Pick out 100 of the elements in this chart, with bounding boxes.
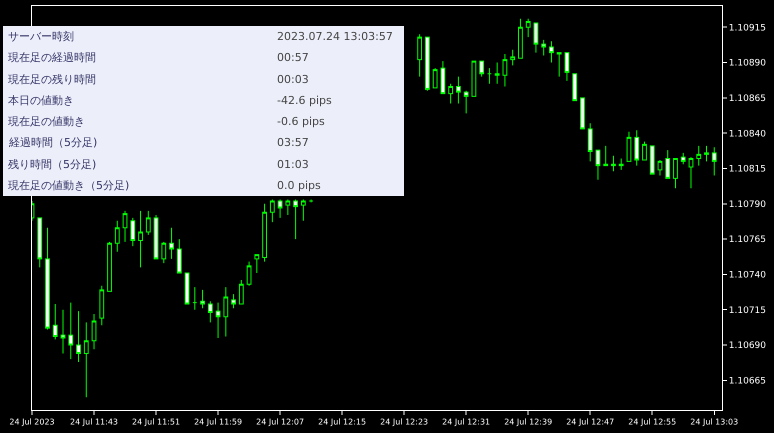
candlestick — [680, 152, 686, 165]
candlestick — [37, 217, 42, 268]
category-label: 本日の値動き — [8, 94, 74, 107]
text: -42.6 pips — [277, 94, 332, 107]
candlestick — [308, 199, 314, 203]
candlestick — [278, 199, 282, 218]
text: 00:03 — [277, 73, 309, 86]
candlestick — [92, 313, 96, 350]
candlestick — [556, 52, 562, 78]
candlestick — [300, 199, 306, 222]
candlestick — [122, 210, 128, 242]
text: 0.0 pips — [277, 179, 321, 192]
candlestick — [146, 210, 151, 236]
candlestick — [208, 300, 213, 323]
x-tick-label: 24 Jul 12:15 — [318, 418, 366, 427]
y-tick-label: 1.10765 — [728, 235, 766, 246]
candlestick — [262, 203, 267, 262]
text: 03:57 — [277, 136, 309, 149]
x-tick-label: 24 Jul 12:23 — [380, 418, 428, 427]
x-tick-label: 24 Jul 12:07 — [256, 418, 304, 427]
y-tick-label: 1.10790 — [728, 200, 766, 210]
candlestick — [626, 131, 632, 162]
x-tick-label: 24 Jul 12:47 — [566, 418, 614, 427]
y-tick-label: 1.10865 — [728, 94, 766, 104]
candlestick — [696, 145, 702, 166]
y-tick-label: 1.10890 — [728, 58, 766, 69]
candlestick — [603, 145, 608, 166]
candlestick — [472, 60, 476, 97]
candlestick — [138, 210, 143, 268]
candlestick — [417, 34, 422, 78]
candlestick — [487, 68, 492, 84]
candlestick — [510, 49, 516, 66]
candlestick — [712, 146, 717, 176]
candlestick — [238, 280, 244, 305]
category-label: 残り時間（5分足) — [8, 158, 96, 171]
candlestick — [494, 62, 500, 84]
candlestick — [60, 309, 66, 354]
candlestick — [658, 159, 662, 176]
candlestick — [285, 199, 290, 216]
candlestick — [114, 220, 120, 252]
candlestick — [704, 145, 709, 162]
candlestick — [580, 97, 585, 130]
candlestick — [588, 122, 593, 162]
candlestick — [432, 68, 438, 88]
candlestick — [52, 304, 58, 340]
candlestick — [169, 227, 174, 260]
candlestick — [161, 241, 166, 264]
candlestick — [45, 227, 50, 330]
candlestick — [665, 150, 670, 179]
candlestick — [596, 150, 600, 180]
candlestick — [107, 241, 112, 292]
candlestick — [231, 294, 236, 309]
x-tick-label: 24 Jul 12:39 — [504, 418, 552, 427]
candlestick — [611, 155, 616, 172]
text: 01:03 — [277, 158, 309, 171]
y-tick-label: 1.10690 — [728, 341, 766, 352]
candlestick — [464, 90, 469, 114]
candlestick — [246, 261, 252, 286]
candlestick — [99, 285, 104, 326]
y-tick-label: 1.10840 — [728, 129, 766, 140]
candlestick — [216, 302, 220, 338]
candlestick — [76, 310, 81, 362]
candlestick — [184, 272, 190, 305]
text: 00:57 — [277, 51, 309, 64]
candlestick — [448, 83, 454, 104]
category-label: 経過時間（5分足) — [8, 136, 98, 149]
candlestick — [634, 130, 640, 166]
candlestick — [270, 199, 275, 223]
candlestick — [154, 214, 158, 260]
candlestick — [518, 18, 523, 59]
candlestick — [456, 76, 461, 104]
category-label: 現在足の経過時間 — [8, 51, 96, 64]
x-tick-label: 24 Jul 12:31 — [442, 418, 490, 427]
x-tick-label: 24 Jul 13:03 — [690, 418, 738, 427]
candlestick — [618, 158, 624, 170]
candlestick — [68, 302, 74, 360]
candlestick — [541, 39, 546, 56]
category-label: 現在足の値動き — [8, 115, 85, 128]
candlestick — [479, 60, 484, 78]
candlestick — [176, 238, 182, 274]
candlestick — [192, 286, 198, 310]
candlestick — [549, 40, 554, 63]
text: 2023.07.24 13:03:57 — [277, 30, 393, 43]
candlestick — [650, 145, 655, 175]
candlestick — [526, 18, 531, 38]
candlestick — [440, 60, 446, 94]
candlestick — [223, 286, 228, 338]
y-tick-label: 1.10815 — [728, 164, 766, 175]
candlestick — [564, 52, 570, 82]
category-label: 現在足の残り時間 — [8, 73, 96, 86]
candlestick — [84, 322, 89, 398]
candlestick — [424, 36, 430, 92]
category-label: サーバー時刻 — [8, 30, 74, 43]
category-label: 現在足の値動き（5分足) — [8, 179, 130, 192]
x-tick-label: 24 Jul 11:43 — [70, 418, 118, 427]
candlestick — [642, 141, 647, 160]
y-tick-label: 1.10715 — [728, 306, 766, 316]
candlestick — [502, 54, 508, 88]
x-tick-label: 24 Jul 2023 — [9, 418, 55, 427]
candlestick — [534, 22, 538, 54]
